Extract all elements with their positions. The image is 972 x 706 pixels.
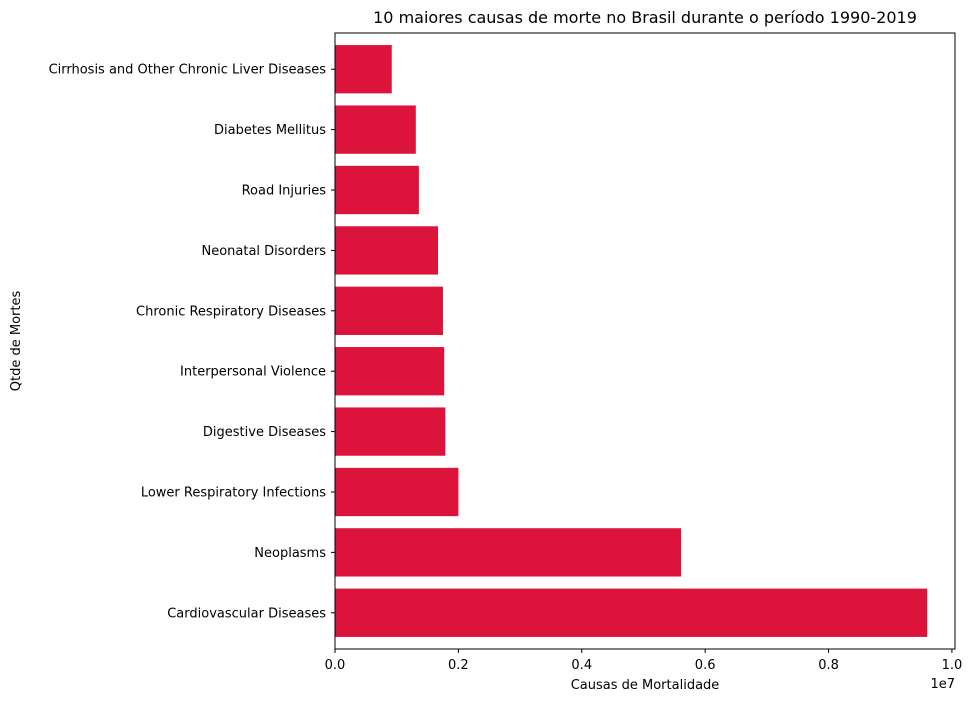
- bar: [335, 347, 445, 396]
- bar: [335, 467, 459, 517]
- x-tick-label: 0.2: [448, 658, 469, 673]
- x-tick-label: 0.6: [695, 658, 716, 673]
- y-tick-label: Cardiovascular Diseases: [167, 606, 326, 621]
- x-tick-label: 0.4: [571, 658, 592, 673]
- y-tick-label: Interpersonal Violence: [180, 365, 326, 380]
- bar: [335, 105, 416, 154]
- bar: [335, 528, 682, 577]
- y-tick-label: Chronic Respiratory Diseases: [136, 304, 326, 319]
- y-tick-label: Digestive Diseases: [203, 425, 326, 440]
- bar: [335, 286, 443, 335]
- bar: [335, 45, 392, 94]
- x-tick-label: 0.8: [818, 658, 839, 673]
- y-axis-ticks: Cardiovascular Diseases Neoplasms Lower Re…: [49, 63, 335, 621]
- bar: [335, 226, 439, 275]
- x-tick-label: 1.0: [942, 658, 963, 673]
- x-axis-ticks: 0.0 0.2 0.4 0.6 0.8 1.0: [325, 649, 963, 673]
- y-tick-label: Road Injuries: [242, 184, 327, 199]
- x-axis-label: Causas de Mortalidade: [571, 678, 720, 693]
- bar: [335, 588, 928, 637]
- bars-layer: [335, 45, 928, 637]
- y-tick-label: Diabetes Mellitus: [214, 123, 326, 138]
- chart-title: 10 maiores causas de morte no Brasil dur…: [373, 8, 917, 27]
- bar: [335, 407, 446, 456]
- y-axis-label: Qtde de Mortes: [9, 291, 24, 392]
- y-tick-label: Neonatal Disorders: [201, 244, 326, 259]
- y-tick-label: Cirrhosis and Other Chronic Liver Diseas…: [49, 63, 327, 78]
- y-tick-label: Neoplasms: [254, 546, 326, 561]
- x-axis-offset-label: 1e7: [930, 677, 955, 692]
- y-tick-label: Lower Respiratory Infections: [141, 485, 326, 500]
- x-tick-label: 0.0: [325, 658, 346, 673]
- bar: [335, 165, 419, 215]
- plot-frame: [334, 32, 956, 650]
